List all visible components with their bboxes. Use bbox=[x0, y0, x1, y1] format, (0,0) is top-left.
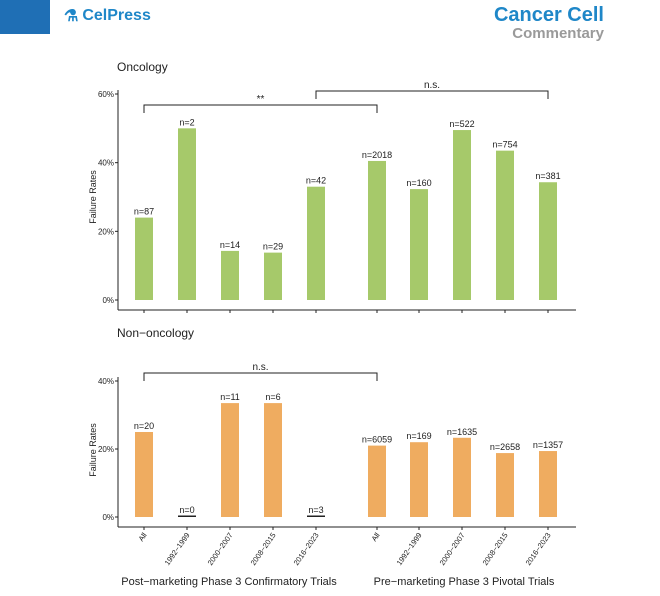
bar bbox=[368, 445, 386, 517]
bar bbox=[264, 403, 282, 517]
bar-data-label: n=522 bbox=[449, 119, 474, 129]
cellpress-logo-icon: ⚗ bbox=[64, 8, 79, 25]
bar bbox=[178, 515, 196, 517]
bar-data-label: n=1635 bbox=[447, 427, 477, 437]
corner-accent-block bbox=[0, 0, 50, 34]
significance-label: n.s. bbox=[424, 80, 440, 91]
bar bbox=[221, 250, 239, 300]
x-tick-label: 2000−2007 bbox=[206, 531, 235, 567]
bar-data-label: n=3 bbox=[308, 505, 323, 515]
bar bbox=[307, 515, 325, 517]
y-axis-label-non-oncology: Failure Rates bbox=[88, 423, 98, 477]
publisher-logo[interactable]: ⚗ CelPress bbox=[64, 6, 151, 26]
bar-data-label: n=160 bbox=[406, 178, 431, 188]
x-tick-label: 1992−1999 bbox=[395, 531, 424, 567]
bar-data-label: n=0 bbox=[179, 505, 194, 515]
x-tick-label: 1992−1999 bbox=[163, 531, 192, 567]
journal-title: Cancer Cell bbox=[493, 4, 604, 26]
y-tick-label: 0% bbox=[102, 296, 114, 305]
bar bbox=[453, 130, 471, 300]
bar bbox=[368, 160, 386, 300]
group-label-post-marketing: Post−marketing Phase 3 Confirmatory Tria… bbox=[121, 576, 337, 588]
significance-bracket bbox=[315, 90, 549, 99]
bar bbox=[221, 403, 239, 517]
y-tick-label: 40% bbox=[98, 159, 114, 168]
bar-data-label: n=6059 bbox=[362, 435, 392, 445]
y-tick-label: 20% bbox=[98, 445, 114, 454]
bar-data-label: n=29 bbox=[263, 242, 283, 252]
x-tick-label: All bbox=[369, 531, 381, 543]
y-tick-label: 40% bbox=[98, 377, 114, 386]
y-tick-label: 20% bbox=[98, 227, 114, 236]
bar bbox=[178, 128, 196, 300]
significance-bracket bbox=[143, 104, 378, 113]
significance-label: n.s. bbox=[252, 362, 268, 373]
bar bbox=[135, 432, 153, 517]
bar-data-label: n=2658 bbox=[490, 442, 520, 452]
bar bbox=[496, 453, 514, 517]
journal-section: Commentary bbox=[512, 25, 604, 42]
bar bbox=[453, 437, 471, 517]
bar bbox=[410, 442, 428, 517]
bar-data-label: n=87 bbox=[134, 207, 154, 217]
significance-bracket bbox=[143, 372, 378, 381]
x-tick-label: 2008−2015 bbox=[481, 531, 510, 567]
bar-data-label: n=754 bbox=[492, 140, 517, 150]
y-tick-label: 0% bbox=[102, 513, 114, 522]
bar-data-label: n=6 bbox=[265, 392, 280, 402]
bar bbox=[264, 252, 282, 300]
bar bbox=[496, 150, 514, 300]
bar-data-label: n=42 bbox=[306, 176, 326, 186]
bar-data-label: n=381 bbox=[535, 171, 560, 181]
y-tick-label: 60% bbox=[98, 90, 114, 99]
journal-header: Cancer Cell Commentary bbox=[494, 4, 604, 41]
panel-title-non-oncology: Non−oncology bbox=[117, 326, 194, 340]
bar-data-label: n=169 bbox=[406, 431, 431, 441]
bar-data-label: n=1357 bbox=[533, 440, 563, 450]
x-tick-label: All bbox=[136, 531, 148, 543]
significance-label: ** bbox=[257, 94, 265, 105]
x-tick-label: 2008−2015 bbox=[249, 531, 278, 567]
bar-data-label: n=11 bbox=[220, 392, 240, 402]
bar bbox=[539, 451, 557, 517]
bar bbox=[135, 217, 153, 300]
x-tick-label: 2000−2007 bbox=[438, 531, 467, 567]
bar-data-label: n=20 bbox=[134, 421, 154, 431]
x-tick-label: 2016−2023 bbox=[292, 531, 321, 567]
publisher-name: CelPress bbox=[82, 7, 151, 24]
bar-data-label: n=14 bbox=[220, 240, 240, 250]
x-tick-label: 2016−2023 bbox=[524, 531, 553, 567]
panel-title-oncology: Oncology bbox=[117, 60, 168, 74]
bar bbox=[307, 186, 325, 300]
y-axis-label-oncology: Failure Rates bbox=[88, 170, 98, 224]
bar-data-label: n=2 bbox=[179, 117, 194, 127]
bar-data-label: n=2018 bbox=[362, 150, 392, 160]
bar bbox=[539, 182, 557, 300]
group-label-pre-marketing: Pre−marketing Phase 3 Pivotal Trials bbox=[374, 576, 555, 588]
bar bbox=[410, 189, 428, 300]
